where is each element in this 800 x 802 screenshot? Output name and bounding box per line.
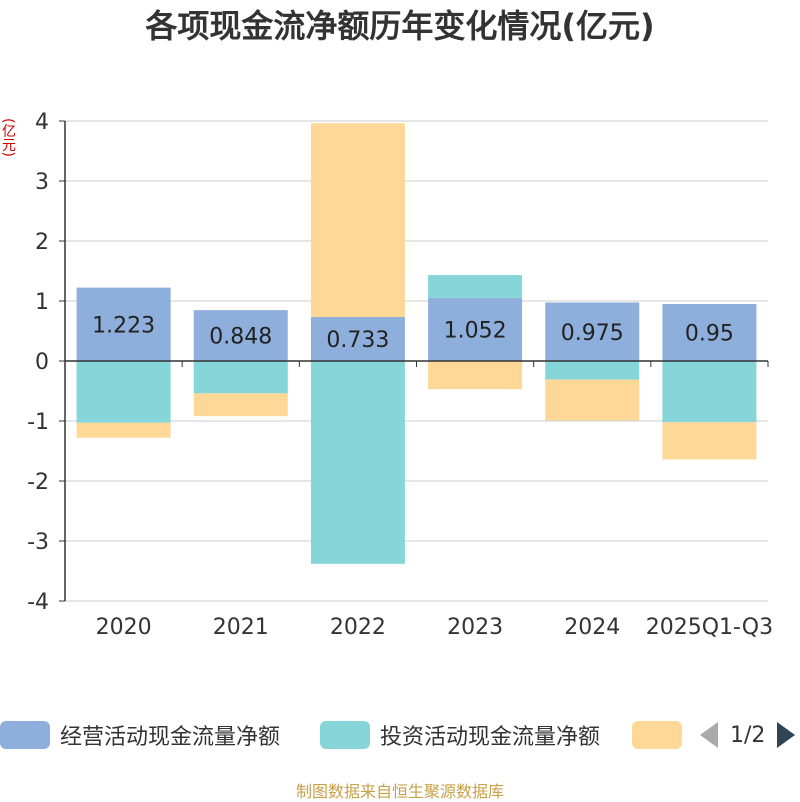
legend-item-investing[interactable]: 投资活动现金流量净额 <box>320 720 600 750</box>
bar-investing <box>193 361 288 394</box>
bar-operating <box>310 317 405 361</box>
data-label: 1.223 <box>92 313 155 338</box>
bar-investing <box>662 361 757 423</box>
y-tick-label: 3 <box>35 170 49 195</box>
data-label: 0.95 <box>685 322 734 347</box>
chart-area: 4 3 2 1 0 -1 -2 -3 -4 1.223 0.848 0.733 1.052 0.975 0.… <box>27 110 773 640</box>
x-category-label: 2024 <box>564 615 620 640</box>
legend: 经营活动现金流量净额 投资活动现金流量净额 1/2 <box>0 712 800 758</box>
x-category-label: 2023 <box>447 615 503 640</box>
x-category-label: 2021 <box>213 615 269 640</box>
legend-swatch-operating <box>0 721 50 749</box>
legend-swatch-investing <box>320 721 370 749</box>
legend-pager: 1/2 <box>700 720 796 750</box>
chart-title: 各项现金流净额历年变化情况(亿元) <box>145 7 655 45</box>
x-category-label: 2020 <box>96 615 152 640</box>
bar-financing <box>662 422 757 460</box>
bar-investing <box>76 361 171 423</box>
y-tick-label: -4 <box>27 590 49 615</box>
y-tick-label: -3 <box>27 530 49 555</box>
y-tick-label: 2 <box>35 230 49 255</box>
bar-operating <box>428 297 523 361</box>
bar-investing <box>545 361 640 380</box>
y-tick-label: -2 <box>27 470 49 495</box>
legend-page-indicator: 1/2 <box>730 722 766 748</box>
legend-prev-page-icon[interactable] <box>700 722 718 748</box>
data-label: 0.975 <box>561 321 624 346</box>
legend-next-page-icon[interactable] <box>777 722 796 748</box>
bar-investing <box>428 275 523 298</box>
bar-financing <box>310 123 405 318</box>
bar-financing <box>76 422 171 438</box>
x-category-label: 2025Q1-Q3 <box>646 615 773 640</box>
data-source-note: 制图数据来自恒生聚源数据库 <box>295 782 504 801</box>
x-category-label: 2022 <box>330 615 386 640</box>
legend-label-investing: 投资活动现金流量净额 <box>380 725 601 750</box>
y-axis-label: (亿元) <box>0 118 16 157</box>
legend-swatch-financing <box>632 721 682 749</box>
data-label: 1.052 <box>444 318 507 343</box>
y-tick-label: 1 <box>35 290 49 315</box>
y-tick-label: -1 <box>27 410 49 435</box>
y-tick-label: 4 <box>35 110 49 135</box>
bar-financing <box>545 379 640 421</box>
data-label: 0.733 <box>326 328 389 353</box>
data-label: 0.848 <box>209 325 272 350</box>
bar-financing <box>428 361 523 390</box>
bar-operating <box>76 287 171 361</box>
legend-item-operating[interactable]: 经营活动现金流量净额 <box>0 720 280 750</box>
bar-financing <box>193 393 288 417</box>
legend-label-operating: 经营活动现金流量净额 <box>60 725 281 750</box>
legend-item-financing[interactable] <box>632 720 692 750</box>
bar-operating <box>193 310 288 361</box>
y-tick-label: 0 <box>35 350 49 375</box>
bar-investing <box>310 361 405 564</box>
bar-operating <box>545 302 640 361</box>
bar-operating <box>662 304 757 361</box>
